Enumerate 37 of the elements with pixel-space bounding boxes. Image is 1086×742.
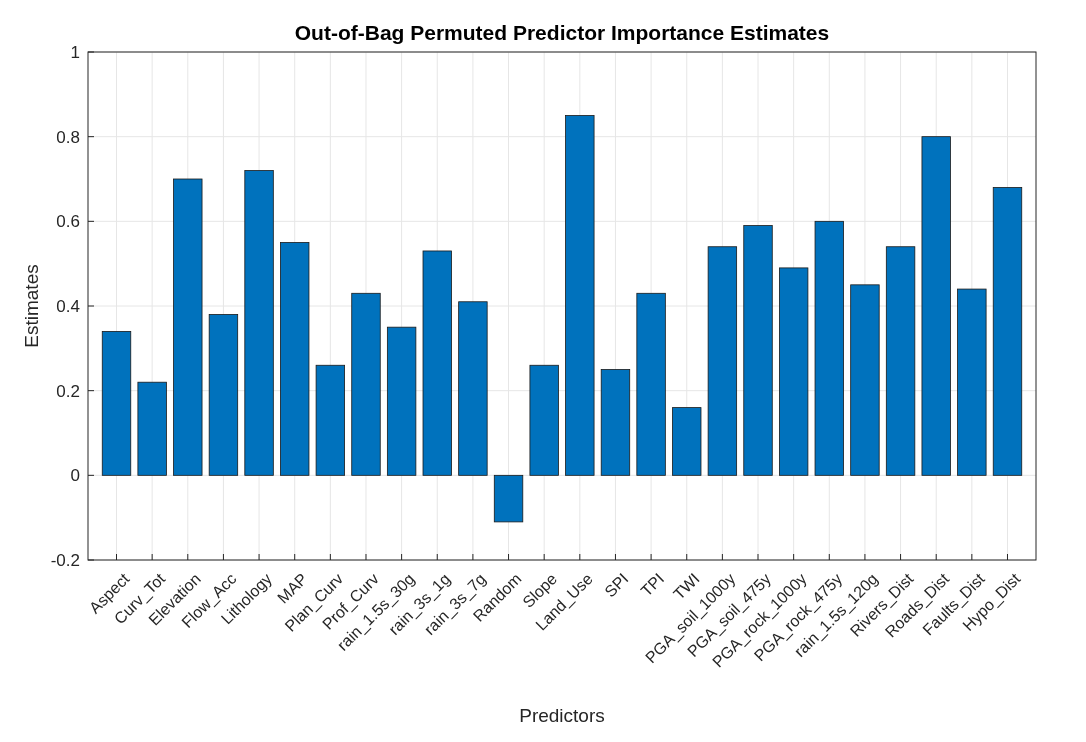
y-tick-label: 0.4 [56,296,80,316]
y-axis-title: Estimates [21,264,42,348]
bar [173,178,203,476]
bar [885,246,916,476]
bar [137,381,167,476]
bar [743,225,773,476]
bar [244,170,274,476]
x-tick-label: SPI [601,570,632,601]
bar [636,292,666,476]
x-axis-title: Predictors [519,705,605,726]
bar [957,288,987,476]
bar [351,292,381,476]
y-tick-label: 0.6 [56,212,80,232]
y-tick-label: 0.8 [56,127,80,147]
bar [707,246,738,476]
bar [529,364,559,476]
bar [208,314,239,476]
chart-title: Out-of-Bag Permuted Predictor Importance Estimates [294,21,830,44]
y-tick-label: -0.2 [50,550,80,570]
bar [814,220,844,476]
y-tick-label: 1 [70,42,80,62]
bar [422,250,452,476]
bar [280,242,310,476]
bar [850,284,880,476]
bar [921,136,951,476]
bar [386,326,417,476]
y-tick-label: 0.2 [56,381,80,401]
bar [600,369,631,476]
bar [458,301,488,476]
bar [565,115,595,476]
bar [101,331,132,476]
bar [493,474,524,523]
bar [779,267,809,476]
y-tick-label: 0 [70,466,80,486]
bar [992,187,1023,476]
bar [315,364,345,476]
bar [672,407,702,476]
